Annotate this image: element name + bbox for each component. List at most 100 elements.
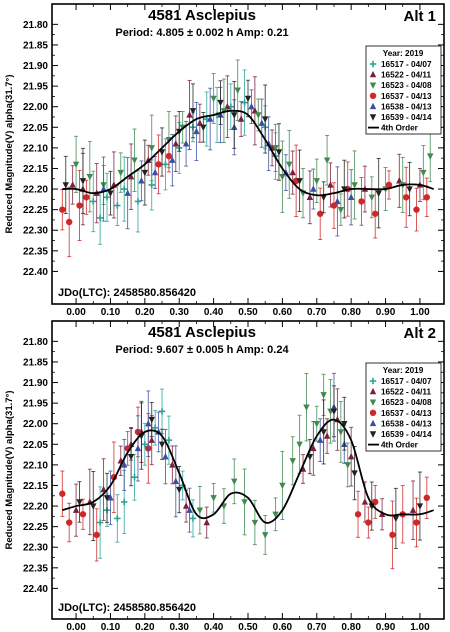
data-point — [124, 189, 131, 196]
data-point — [351, 470, 358, 477]
data-point — [145, 420, 152, 427]
data-point — [224, 103, 231, 110]
legend-box — [365, 45, 442, 135]
data-point — [289, 168, 296, 176]
x-tick-label: 0.20 — [135, 622, 155, 632]
y-tick-label: 22.35 — [23, 563, 48, 574]
data-point — [100, 485, 107, 493]
data-point — [131, 157, 138, 164]
data-point — [261, 532, 269, 539]
series-6 — [62, 79, 413, 229]
data-point — [327, 181, 334, 188]
data-point — [76, 202, 83, 209]
data-point — [59, 206, 66, 213]
data-point — [162, 161, 169, 168]
data-point — [402, 194, 410, 201]
y-tick-label: 22.30 — [23, 543, 48, 554]
data-point — [279, 482, 286, 490]
data-point — [148, 416, 155, 424]
data-point — [158, 408, 166, 415]
x-tick-label: 0.10 — [101, 307, 121, 318]
data-point — [165, 436, 173, 444]
series-5 — [100, 86, 355, 237]
data-point — [286, 161, 293, 169]
legend-marker — [369, 82, 377, 89]
legend-entry: 16523 - 04/08 — [381, 81, 432, 90]
legend: Year: 2019 16517 - 04/07 16522 - 04/111652… — [365, 362, 442, 452]
data-point — [79, 511, 87, 518]
data-point — [323, 157, 331, 164]
data-point — [347, 193, 355, 200]
data-point — [406, 186, 413, 193]
data-point — [96, 519, 104, 526]
y-tick-label: 22.35 — [23, 246, 48, 257]
data-point — [313, 421, 320, 428]
chart-title: 4581 Asclepius — [148, 7, 256, 24]
y-tick-label: 22.25 — [23, 522, 48, 533]
legend-entry: 4th Order — [381, 124, 419, 133]
y-tick-label: 22.15 — [23, 481, 48, 492]
series-6 — [76, 385, 424, 549]
x-tick-label: 0.80 — [341, 622, 361, 632]
data-point — [127, 453, 135, 461]
data-point — [182, 502, 190, 509]
data-point — [69, 181, 76, 188]
data-point — [306, 453, 314, 461]
data-point — [148, 145, 155, 152]
data-point — [158, 149, 166, 156]
legend-marker — [369, 92, 377, 100]
data-point — [148, 181, 155, 189]
y-tick-label: 22.25 — [23, 205, 48, 216]
data-point — [193, 127, 200, 135]
data-point — [131, 474, 138, 481]
x-tick-label: 0.50 — [238, 622, 258, 632]
data-point — [258, 119, 265, 126]
x-tick-label: 1.00 — [410, 622, 430, 632]
data-point — [186, 506, 193, 513]
legend-marker — [369, 409, 377, 416]
data-point — [86, 174, 94, 181]
data-point — [248, 103, 255, 110]
data-point — [392, 515, 400, 523]
data-point — [320, 429, 327, 436]
x-tick-label: 0.50 — [238, 307, 258, 318]
data-point — [347, 452, 355, 460]
y-tick-label: 21.85 — [23, 357, 48, 368]
data-point — [172, 140, 179, 147]
data-point — [341, 186, 348, 193]
x-tick-label: 0.90 — [376, 622, 396, 632]
legend-entry: 16522 - 04/11 — [381, 71, 432, 80]
data-point — [372, 210, 379, 217]
x-tick-label: 1.00 — [410, 307, 430, 318]
data-point — [90, 503, 97, 510]
legend-entry: 16539 - 04/14 — [381, 113, 432, 122]
data-point — [65, 218, 73, 226]
data-point — [337, 429, 345, 436]
alt-label: Alt 2 — [403, 325, 436, 342]
legend-marker — [369, 431, 377, 438]
x-tick-label: 0.40 — [204, 307, 224, 318]
data-point — [107, 494, 114, 501]
data-point — [334, 197, 341, 205]
y-tick-label: 21.90 — [23, 378, 48, 389]
y-axis-label: Reduced Magnitude(V) alpha(31.7°) — [4, 391, 15, 550]
data-point — [413, 519, 420, 526]
legend-entry: 16537 - 04/13 — [381, 92, 432, 101]
y-tick-label: 21.80 — [23, 337, 48, 348]
chart-panel-1: 21.80 21.85 21.90 21.95 22.00 22.05 22.10 22.15… — [4, 3, 445, 318]
y-tick-label: 22.05 — [23, 123, 48, 134]
data-point — [103, 194, 111, 201]
data-point — [303, 404, 310, 411]
data-point — [196, 119, 204, 126]
data-point — [172, 477, 179, 485]
y-tick-label: 21.90 — [23, 61, 48, 72]
legend-box — [365, 362, 442, 452]
data-point — [313, 178, 320, 185]
chart-subtitle: Period: 4.805 ± 0.002 h Amp: 0.21 — [115, 27, 288, 39]
y-tick-label: 22.20 — [23, 185, 48, 196]
data-point — [330, 408, 338, 416]
data-point — [151, 424, 159, 432]
data-point — [251, 107, 259, 114]
data-point — [337, 206, 345, 214]
alt-label: Alt 1 — [403, 8, 436, 25]
